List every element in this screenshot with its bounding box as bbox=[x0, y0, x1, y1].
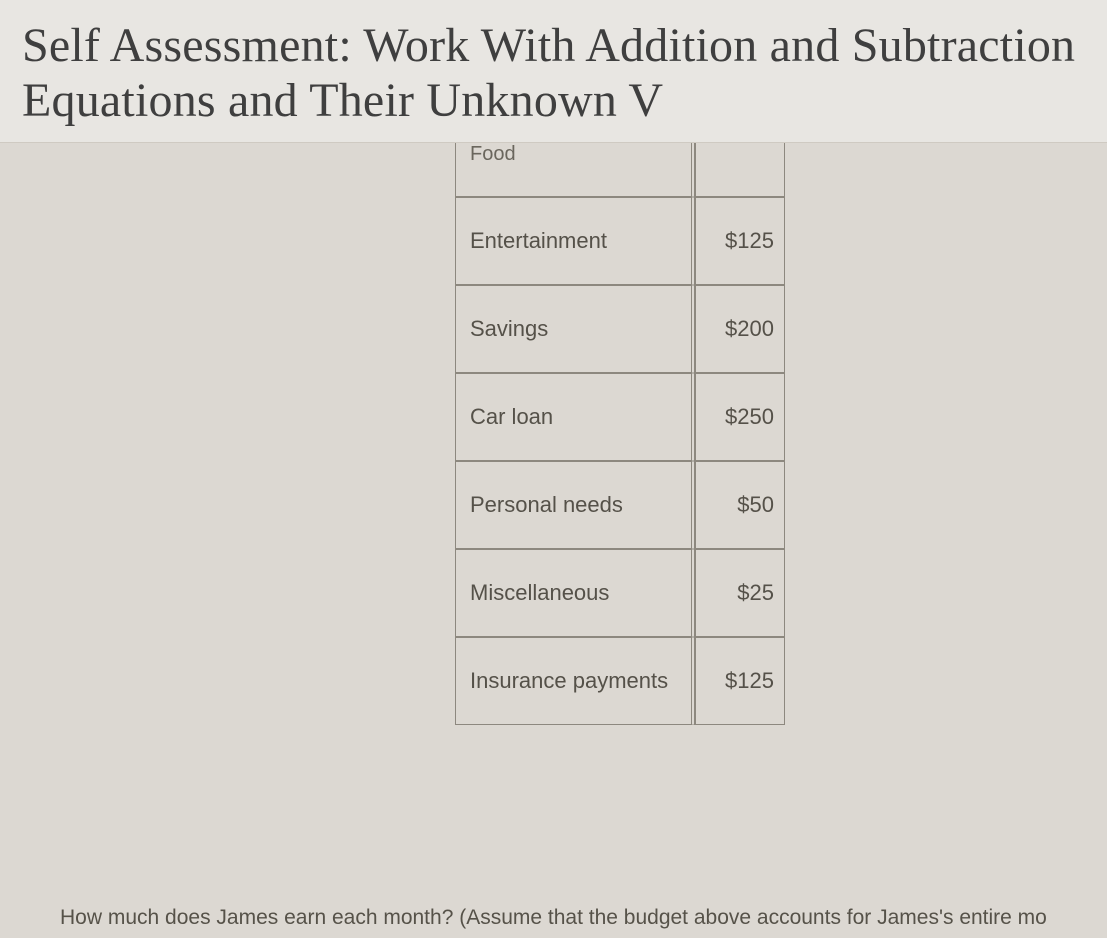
budget-table: Food Entertainment $125 Savings $200 Car… bbox=[455, 143, 785, 725]
budget-category-cell: Insurance payments bbox=[455, 637, 695, 725]
budget-category-cell: Food bbox=[455, 143, 695, 197]
table-row: Miscellaneous $25 bbox=[455, 549, 785, 637]
page-title: Self Assessment: Work With Addition and … bbox=[22, 18, 1085, 128]
question-text: How much does James earn each month? (As… bbox=[60, 906, 1047, 930]
budget-category-cell: Entertainment bbox=[455, 197, 695, 285]
table-row: Savings $200 bbox=[455, 285, 785, 373]
title-band: Self Assessment: Work With Addition and … bbox=[0, 0, 1107, 143]
table-row: Insurance payments $125 bbox=[455, 637, 785, 725]
table-row: Car loan $250 bbox=[455, 373, 785, 461]
content-area: Food Entertainment $125 Savings $200 Car… bbox=[0, 143, 1107, 938]
budget-category-cell: Miscellaneous bbox=[455, 549, 695, 637]
budget-amount-cell: $250 bbox=[695, 373, 785, 461]
table-row: Personal needs $50 bbox=[455, 461, 785, 549]
budget-category-cell: Savings bbox=[455, 285, 695, 373]
budget-amount-cell bbox=[695, 143, 785, 197]
budget-category-cell: Personal needs bbox=[455, 461, 695, 549]
budget-amount-cell: $125 bbox=[695, 197, 785, 285]
budget-amount-cell: $200 bbox=[695, 285, 785, 373]
table-row: Entertainment $125 bbox=[455, 197, 785, 285]
budget-amount-cell: $25 bbox=[695, 549, 785, 637]
budget-category-cell: Car loan bbox=[455, 373, 695, 461]
table-row-partial: Food bbox=[455, 143, 785, 197]
budget-amount-cell: $125 bbox=[695, 637, 785, 725]
budget-amount-cell: $50 bbox=[695, 461, 785, 549]
